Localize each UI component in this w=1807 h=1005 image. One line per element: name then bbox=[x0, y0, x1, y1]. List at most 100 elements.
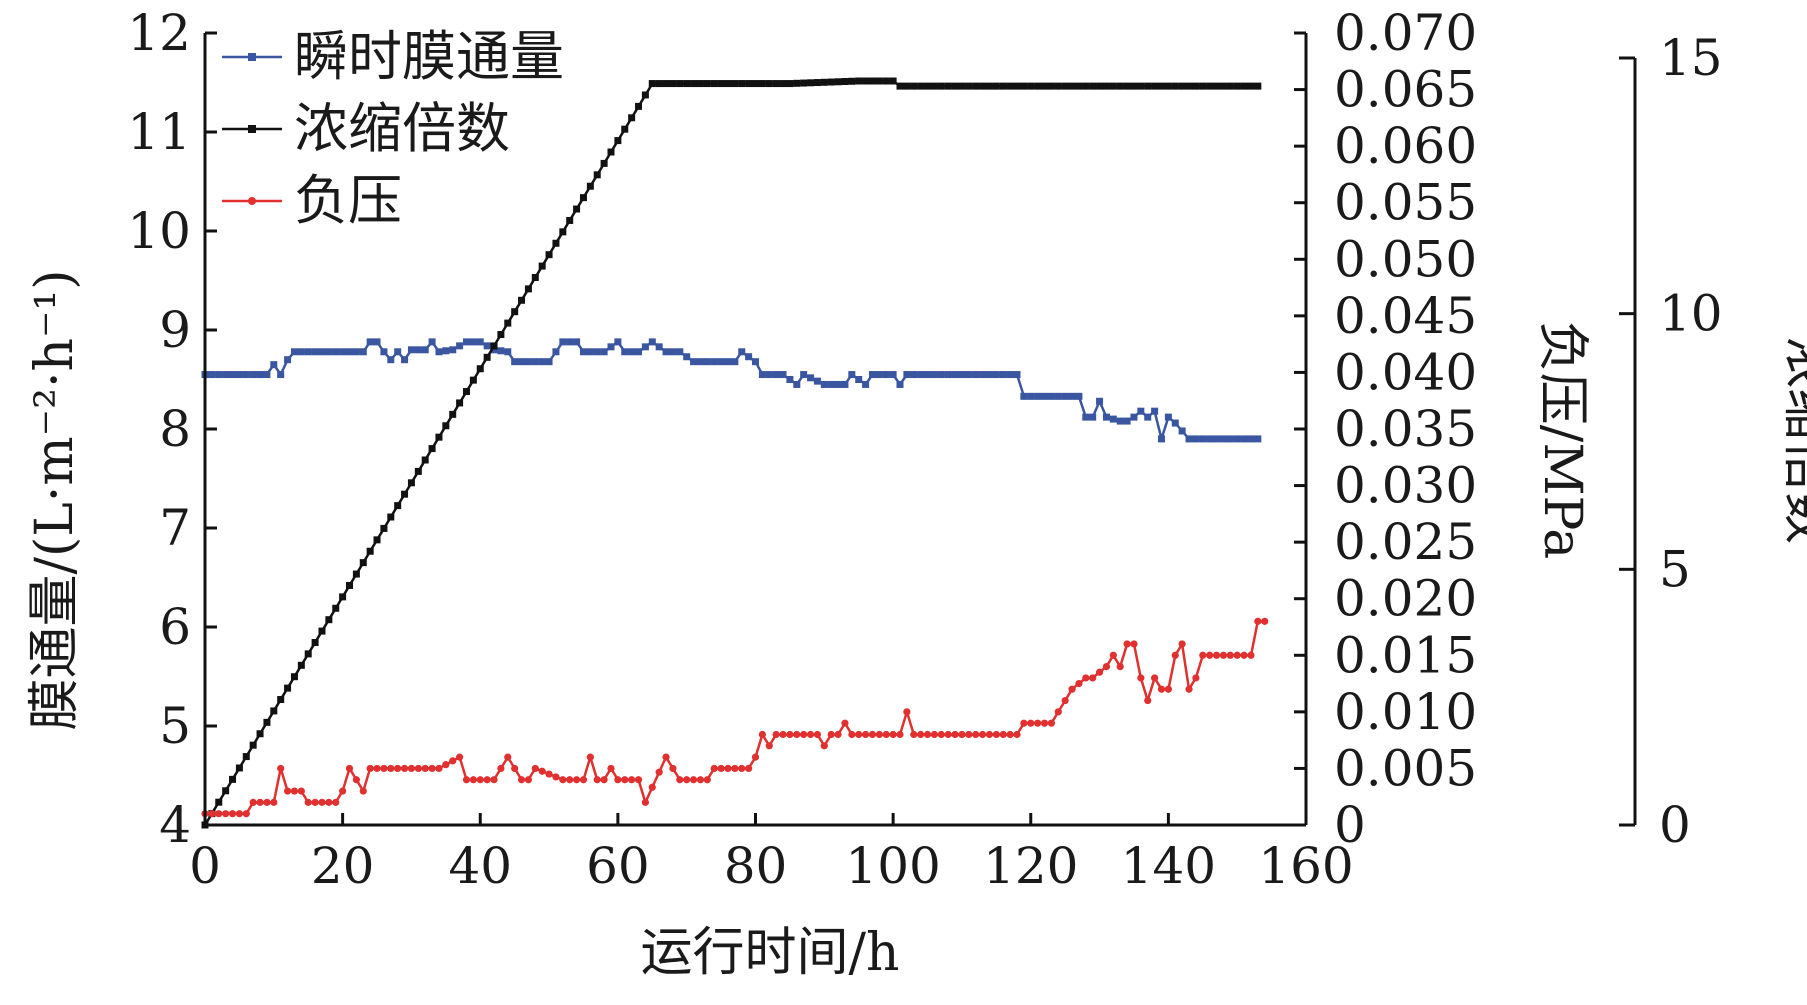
right-tick-label: 0.050 bbox=[1334, 230, 1477, 288]
data-point bbox=[662, 80, 670, 88]
data-point bbox=[421, 456, 429, 464]
data-point bbox=[848, 77, 856, 85]
data-point bbox=[1199, 651, 1207, 659]
data-point bbox=[435, 348, 443, 356]
data-point bbox=[400, 764, 409, 773]
data-point bbox=[992, 82, 1000, 90]
data-point bbox=[304, 798, 312, 806]
data-point bbox=[841, 78, 849, 86]
data-point bbox=[579, 776, 588, 784]
data-point bbox=[242, 810, 250, 818]
data-point bbox=[875, 371, 883, 379]
data-point bbox=[717, 764, 725, 773]
data-point bbox=[1144, 696, 1152, 705]
data-point bbox=[263, 718, 271, 726]
data-point bbox=[297, 661, 305, 669]
data-point bbox=[1157, 82, 1165, 90]
data-point bbox=[545, 770, 553, 778]
data-point bbox=[235, 810, 244, 818]
series-line bbox=[205, 340, 1258, 441]
data-point bbox=[868, 371, 876, 379]
data-point bbox=[772, 371, 780, 379]
data-point bbox=[1144, 82, 1152, 90]
data-point bbox=[628, 776, 636, 784]
data-point bbox=[229, 371, 237, 379]
data-point bbox=[566, 776, 574, 784]
data-point bbox=[614, 776, 622, 784]
data-point bbox=[545, 251, 553, 259]
data-point bbox=[387, 513, 395, 521]
data-point bbox=[1123, 417, 1131, 425]
data-point bbox=[573, 205, 581, 213]
data-point bbox=[758, 80, 766, 88]
data-point bbox=[793, 730, 801, 739]
data-point bbox=[1116, 417, 1124, 425]
data-point bbox=[462, 338, 470, 346]
data-point bbox=[896, 730, 904, 739]
data-point bbox=[669, 348, 677, 356]
data-point bbox=[1006, 371, 1014, 379]
left-tick-label: 4 bbox=[159, 796, 191, 854]
x-tick-label: 80 bbox=[724, 837, 788, 895]
data-point bbox=[793, 79, 801, 87]
data-point bbox=[1233, 651, 1241, 659]
data-point bbox=[517, 776, 526, 784]
data-point bbox=[242, 371, 250, 379]
right-tick-label: 0.065 bbox=[1334, 61, 1477, 119]
data-point bbox=[1041, 392, 1049, 400]
data-point bbox=[380, 524, 388, 532]
data-point bbox=[1006, 730, 1014, 739]
data-point bbox=[1027, 82, 1035, 90]
data-point bbox=[1137, 674, 1145, 682]
data-point bbox=[875, 730, 883, 739]
data-point bbox=[332, 348, 340, 356]
data-point bbox=[855, 77, 863, 85]
data-point bbox=[738, 348, 746, 356]
data-point bbox=[937, 82, 945, 90]
data-point bbox=[1061, 82, 1069, 90]
data-point bbox=[518, 296, 526, 304]
data-point bbox=[889, 371, 897, 379]
data-point bbox=[518, 358, 526, 366]
data-point bbox=[407, 479, 415, 487]
data-point bbox=[1034, 392, 1042, 400]
data-point bbox=[222, 371, 230, 379]
data-point bbox=[1247, 651, 1255, 659]
data-point bbox=[1013, 82, 1021, 90]
data-point bbox=[318, 627, 326, 635]
data-point bbox=[511, 764, 519, 773]
data-point bbox=[497, 331, 505, 339]
data-point bbox=[1027, 392, 1035, 400]
data-point bbox=[937, 730, 945, 739]
data-point bbox=[621, 776, 629, 784]
data-point bbox=[1109, 82, 1117, 90]
data-point bbox=[1144, 413, 1152, 421]
data-point bbox=[1027, 719, 1035, 727]
right-tick-label: 0.055 bbox=[1334, 174, 1477, 232]
data-point bbox=[511, 358, 519, 366]
data-point bbox=[1082, 674, 1090, 682]
data-point bbox=[545, 358, 553, 366]
far-right-tick-label: 0 bbox=[1659, 796, 1691, 854]
data-point bbox=[951, 82, 959, 90]
data-point bbox=[1171, 419, 1179, 427]
data-point bbox=[407, 764, 416, 773]
data-point bbox=[731, 764, 739, 773]
data-point bbox=[339, 593, 347, 601]
data-point bbox=[332, 604, 340, 612]
data-point bbox=[999, 371, 1007, 379]
right-tick-label: 0.010 bbox=[1334, 683, 1477, 741]
data-point bbox=[820, 380, 828, 388]
data-point bbox=[738, 80, 746, 88]
data-point bbox=[855, 376, 863, 383]
data-point bbox=[435, 433, 443, 441]
data-point bbox=[1075, 679, 1083, 688]
data-point bbox=[1123, 82, 1131, 90]
data-point bbox=[676, 348, 684, 356]
data-point bbox=[724, 80, 732, 88]
data-point bbox=[1102, 82, 1110, 90]
data-point bbox=[462, 388, 470, 396]
data-point bbox=[215, 810, 223, 818]
data-point bbox=[346, 581, 354, 589]
